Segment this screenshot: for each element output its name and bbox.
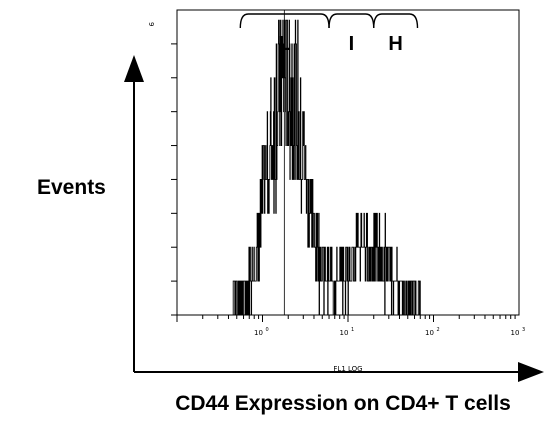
- x-axis-label: CD44 Expression on CD4+ T cells: [175, 392, 511, 415]
- histogram-trace: [232, 19, 421, 316]
- y-max-label: 9: [147, 22, 155, 26]
- instrument-channel-label: FL1 LOG: [333, 365, 362, 373]
- x-tick-label-exp-2: 2: [437, 327, 440, 333]
- gate-bracket-i: [328, 13, 375, 29]
- x-tick-label-2: 10: [425, 329, 434, 337]
- x-tick-label-1: 10: [340, 329, 349, 337]
- gate-bracket-l: [239, 13, 330, 29]
- cd44-axis-arrowhead: [518, 362, 544, 382]
- gate-bracket-h: [373, 13, 419, 29]
- x-tick-label-exp-0: 0: [266, 327, 269, 333]
- gate-label-i: I: [349, 33, 355, 55]
- events-axis-arrowhead: [124, 55, 144, 82]
- y-ticks: [171, 43, 177, 316]
- x-tick-labels: 10 0 10 1 10 2 10 3: [254, 327, 525, 337]
- gate-label-h: H: [388, 33, 402, 55]
- y-axis-label: Events: [37, 176, 106, 199]
- x-tick-label-exp-3: 3: [522, 327, 525, 333]
- x-tick-label-3: 10: [511, 329, 520, 337]
- gate-label-l: L: [279, 33, 291, 55]
- x-tick-label-exp-1: 1: [351, 327, 354, 333]
- x-ticks: [176, 315, 516, 322]
- x-tick-label-0: 10: [254, 329, 263, 337]
- outer-axes: [124, 55, 544, 382]
